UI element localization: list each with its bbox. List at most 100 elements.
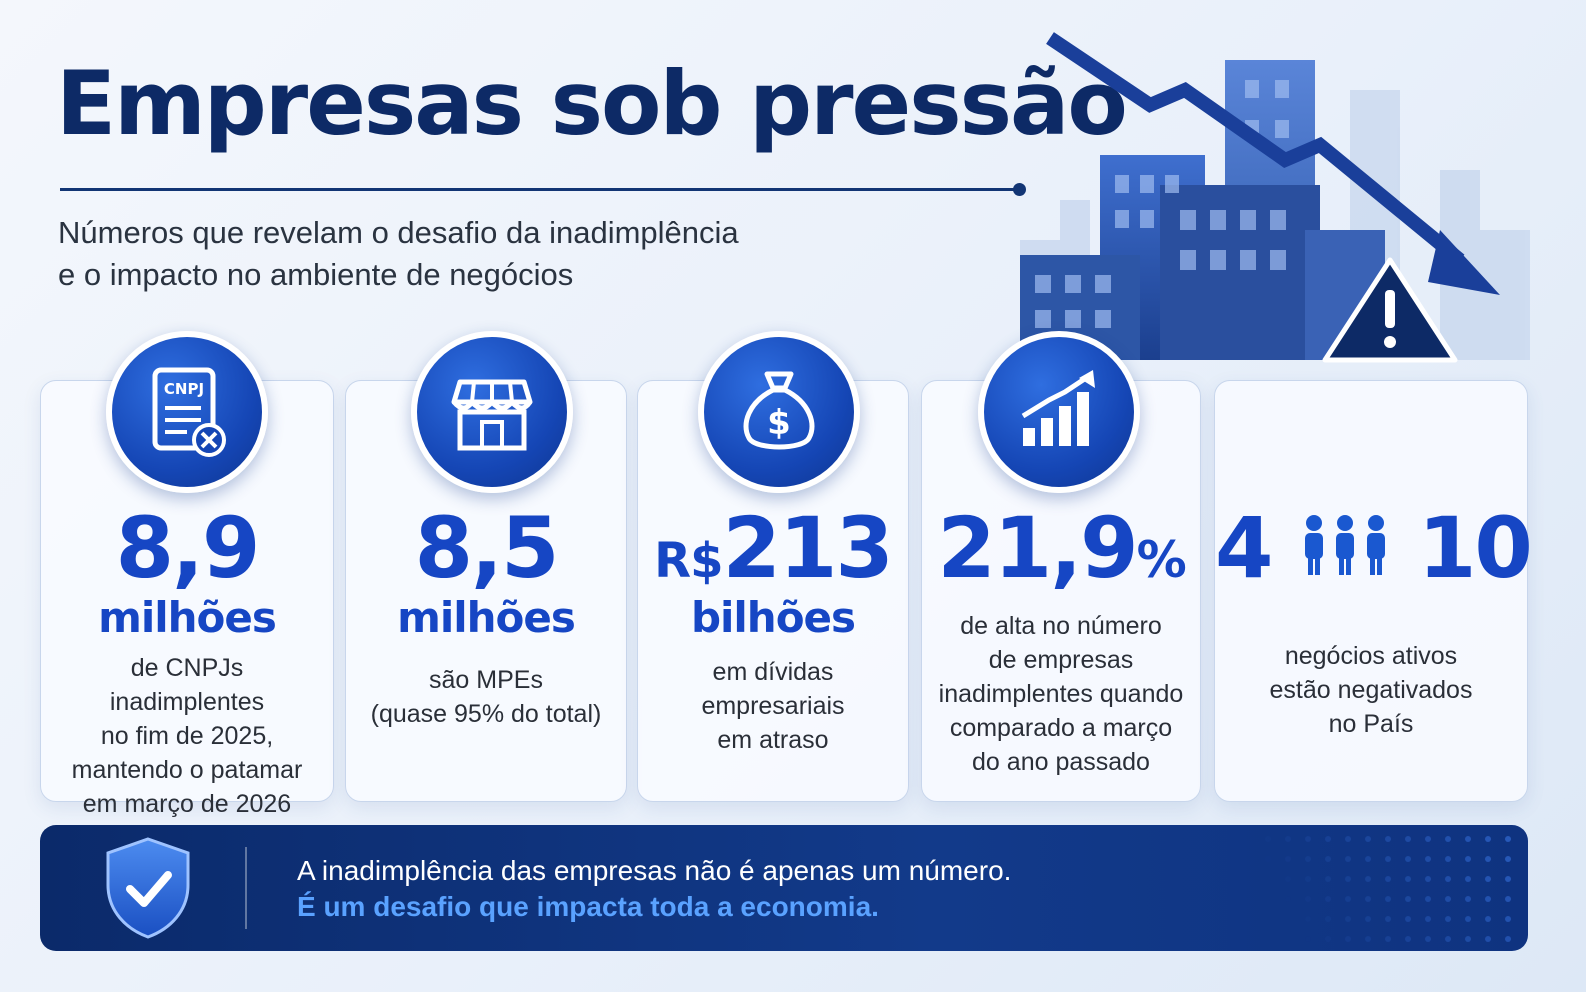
decorative-dot xyxy=(1345,896,1351,902)
svg-text:$: $ xyxy=(767,403,791,443)
decorative-dot xyxy=(1465,856,1471,862)
people-icon xyxy=(1304,515,1385,575)
decorative-dot xyxy=(1325,876,1331,882)
description-line: no País xyxy=(1328,710,1414,738)
decorative-dot xyxy=(1505,916,1511,922)
description-line: comparado a março xyxy=(949,714,1173,742)
decorative-dot xyxy=(1425,916,1431,922)
stat-ratio: 4 10 xyxy=(1215,499,1533,597)
decorative-dot xyxy=(1445,876,1451,882)
stat-value: 8,5 xyxy=(414,499,560,597)
decorative-dot xyxy=(1425,936,1431,942)
decorative-dot xyxy=(1405,916,1411,922)
title-divider xyxy=(60,188,1020,191)
stat-description: de alta no número de empresas inadimplen… xyxy=(932,609,1190,779)
decorative-dot xyxy=(1385,836,1391,842)
decorative-dot xyxy=(1365,876,1371,882)
stat-unit: milhões xyxy=(98,593,277,642)
stat-value: 21,9 xyxy=(937,499,1138,597)
page-title: Empresas sob pressão xyxy=(56,52,1128,155)
decorative-dot xyxy=(1385,876,1391,882)
decorative-dot xyxy=(1325,916,1331,922)
decorative-dot-pattern xyxy=(1265,836,1511,942)
decorative-dot xyxy=(1505,876,1511,882)
decorative-dot xyxy=(1425,856,1431,862)
decorative-dot xyxy=(1485,876,1491,882)
description-line: inadimplentes quando xyxy=(938,680,1184,708)
decorative-dot xyxy=(1485,896,1491,902)
description-line: são MPEs xyxy=(429,666,543,694)
decorative-dot xyxy=(1465,916,1471,922)
cnpj-document-icon: CNPJ xyxy=(106,331,268,493)
description-line: em março de 2026 xyxy=(82,790,292,818)
stat-card-negative-businesses: 4 10 negócios ativos estão negativados n… xyxy=(1214,380,1533,802)
down-trend-arrow xyxy=(1046,32,1500,295)
decorative-dot xyxy=(1405,896,1411,902)
description-line: (quase 95% do total) xyxy=(370,700,602,728)
stat-card-cnpjs: CNPJ 8,9 milhões de CNPJs inadimplentes … xyxy=(40,331,334,818)
decorative-dot xyxy=(1465,836,1471,842)
decorative-dot xyxy=(1305,916,1311,922)
decorative-dot xyxy=(1405,856,1411,862)
decorative-dot xyxy=(1365,916,1371,922)
stat-card-mpes: 8,5 milhões são MPEs (quase 95% do total… xyxy=(345,331,627,802)
description-line: de alta no número xyxy=(960,612,1162,640)
decorative-dot xyxy=(1265,836,1271,842)
description-line: de CNPJs inadimplentes xyxy=(109,654,265,716)
decorative-dot xyxy=(1425,836,1431,842)
hero-buildings-illustration xyxy=(1020,32,1530,363)
decorative-dot xyxy=(1425,896,1431,902)
decorative-dot xyxy=(1505,936,1511,942)
description-line: em dívidas xyxy=(712,658,834,686)
decorative-dot xyxy=(1345,876,1351,882)
decorative-dot xyxy=(1445,856,1451,862)
stat-value: 213 xyxy=(722,499,894,597)
decorative-dot xyxy=(1485,856,1491,862)
title-divider-dot xyxy=(1013,183,1026,196)
decorative-dot xyxy=(1265,856,1271,862)
decorative-dot xyxy=(1405,836,1411,842)
decorative-dot xyxy=(1505,856,1511,862)
decorative-dot xyxy=(1345,916,1351,922)
decorative-dot xyxy=(1305,936,1311,942)
storefront-icon xyxy=(411,331,573,493)
stat-description: negócios ativos estão negativados no Paí… xyxy=(1225,639,1517,741)
decorative-dot xyxy=(1305,876,1311,882)
decorative-dot xyxy=(1325,836,1331,842)
banner-highlight: É um desafio que impacta toda a economia… xyxy=(297,891,879,922)
growth-chart-icon xyxy=(978,331,1140,493)
stat-card-growth: 21,9% de alta no número de empresas inad… xyxy=(921,331,1201,802)
decorative-dot xyxy=(1365,896,1371,902)
banner-message: A inadimplência das empresas não é apena… xyxy=(297,855,1012,886)
page-subtitle: Números que revelam o desafio da inadimp… xyxy=(58,212,818,296)
description-line: estão negativados xyxy=(1269,676,1473,704)
stat-value-right: 10 xyxy=(1417,499,1533,597)
decorative-dot xyxy=(1445,896,1451,902)
stat-value-group: 21,9% xyxy=(922,499,1200,597)
decorative-dot xyxy=(1505,896,1511,902)
stat-description: são MPEs (quase 95% do total) xyxy=(356,663,616,731)
decorative-dot xyxy=(1285,836,1291,842)
decorative-dot xyxy=(1345,856,1351,862)
decorative-dot xyxy=(1405,936,1411,942)
decorative-dot xyxy=(1385,856,1391,862)
decorative-dot xyxy=(1365,936,1371,942)
decorative-dot xyxy=(1465,896,1471,902)
stat-card-debts: $ R$213 bilhões em dívidas empresariais … xyxy=(637,331,909,802)
decorative-dot xyxy=(1405,876,1411,882)
decorative-dot xyxy=(1485,916,1491,922)
decorative-dot xyxy=(1445,936,1451,942)
description-line: no fim de 2025, xyxy=(100,722,274,750)
stat-unit: milhões xyxy=(397,593,576,642)
decorative-dot xyxy=(1345,936,1351,942)
money-bag-icon: $ xyxy=(698,331,860,493)
description-line: empresariais xyxy=(701,692,845,720)
decorative-dot xyxy=(1325,936,1331,942)
stat-value-group: R$213 xyxy=(638,499,908,597)
decorative-dot xyxy=(1385,916,1391,922)
banner-divider xyxy=(245,847,247,929)
description-line: do ano passado xyxy=(972,748,1150,776)
decorative-dot xyxy=(1465,936,1471,942)
decorative-dot xyxy=(1365,836,1371,842)
decorative-dot xyxy=(1305,836,1311,842)
